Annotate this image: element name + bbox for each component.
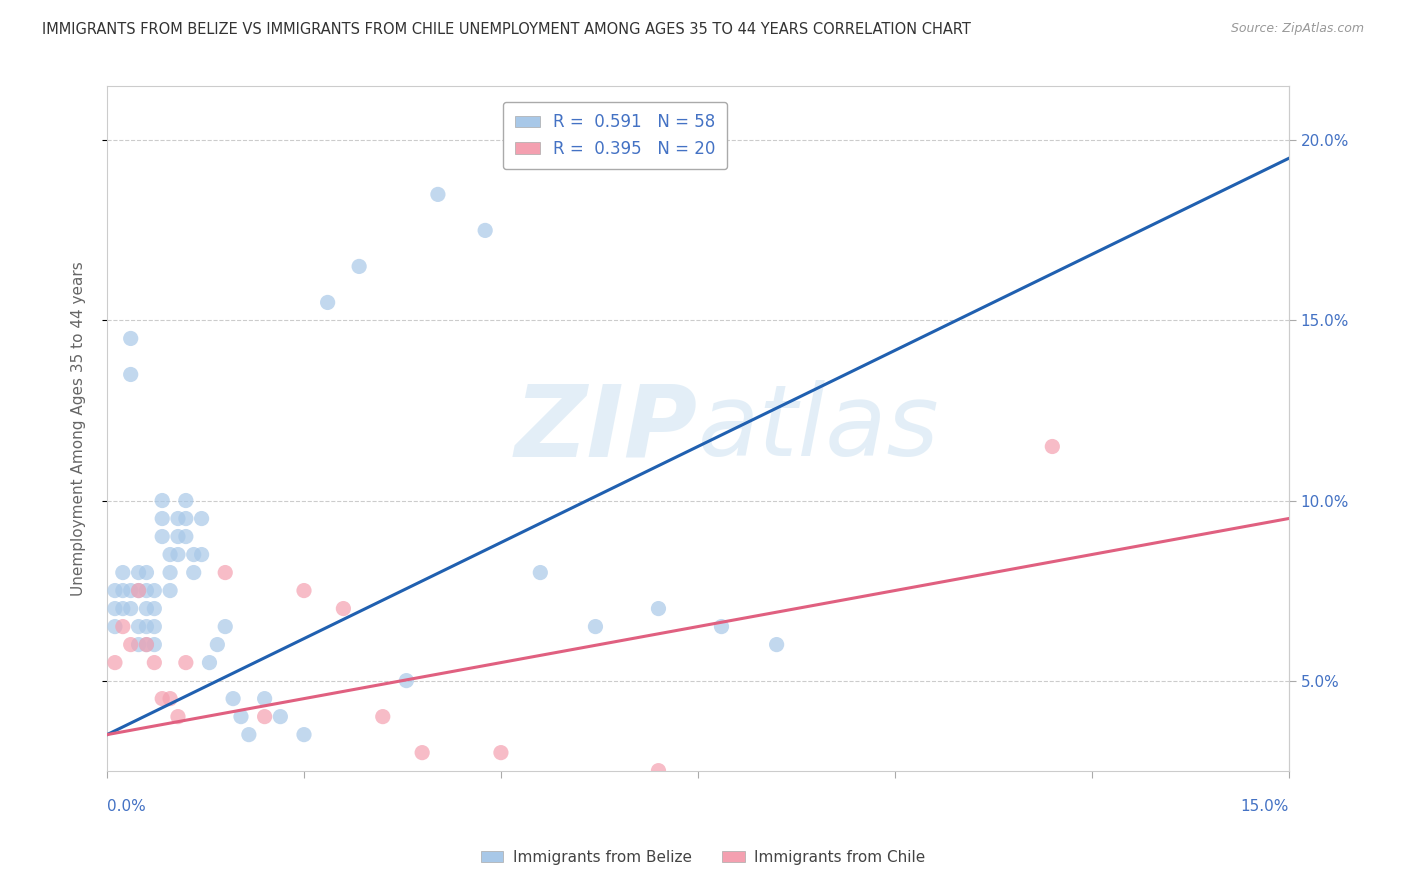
Point (585, 619, 607, 633)
Point (190, 511, 212, 525)
Point (426, 187, 449, 202)
Point (190, 548, 212, 562)
Point (150, 493, 173, 508)
Point (128, 638, 150, 652)
Point (765, 638, 787, 652)
Point (474, 223, 496, 237)
Point (647, 764, 669, 778)
Point (120, 331, 142, 345)
Point (253, 691, 276, 706)
Point (135, 619, 157, 633)
Legend: R =  0.591   N = 58, R =  0.395   N = 20: R = 0.591 N = 58, R = 0.395 N = 20 (503, 102, 727, 169)
Point (647, 601, 669, 615)
Point (150, 530, 173, 544)
Point (253, 709, 276, 723)
Point (104, 619, 127, 633)
Point (395, 673, 418, 688)
Text: Source: ZipAtlas.com: Source: ZipAtlas.com (1230, 22, 1364, 36)
Point (104, 656, 127, 670)
Point (1040, 440, 1063, 454)
Point (143, 583, 166, 598)
Point (111, 619, 134, 633)
Point (128, 583, 150, 598)
Legend: Immigrants from Belize, Immigrants from Chile: Immigrants from Belize, Immigrants from … (474, 844, 932, 871)
Point (214, 566, 236, 580)
Point (104, 601, 127, 615)
Point (143, 619, 166, 633)
Point (292, 728, 315, 742)
Point (135, 566, 157, 580)
Point (183, 548, 205, 562)
Text: atlas: atlas (697, 380, 939, 477)
Point (174, 656, 197, 670)
Point (371, 709, 394, 723)
Point (167, 511, 190, 525)
Point (135, 583, 157, 598)
Text: ZIP: ZIP (515, 380, 697, 477)
Point (128, 583, 150, 598)
Point (120, 368, 142, 382)
Point (316, 295, 339, 310)
Point (128, 619, 150, 633)
Point (159, 583, 181, 598)
Point (135, 601, 157, 615)
Point (167, 548, 190, 562)
Point (150, 691, 173, 706)
Point (143, 601, 166, 615)
Point (159, 566, 181, 580)
Point (489, 746, 512, 760)
Point (411, 746, 433, 760)
Point (135, 638, 157, 652)
Point (111, 601, 134, 615)
Point (183, 566, 205, 580)
Point (120, 583, 142, 598)
Point (207, 638, 229, 652)
Point (135, 638, 157, 652)
Y-axis label: Unemployment Among Ages 35 to 44 years: Unemployment Among Ages 35 to 44 years (72, 261, 86, 596)
Point (111, 583, 134, 598)
Point (529, 566, 551, 580)
Point (292, 583, 315, 598)
Point (238, 728, 260, 742)
Text: IMMIGRANTS FROM BELIZE VS IMMIGRANTS FROM CHILE UNEMPLOYMENT AMONG AGES 35 TO 44: IMMIGRANTS FROM BELIZE VS IMMIGRANTS FRO… (42, 22, 972, 37)
Point (214, 619, 236, 633)
Point (104, 583, 127, 598)
Point (150, 511, 173, 525)
Point (198, 656, 221, 670)
Point (229, 709, 252, 723)
Point (332, 601, 354, 615)
Point (159, 548, 181, 562)
Point (120, 638, 142, 652)
Point (347, 260, 370, 274)
Point (159, 691, 181, 706)
Point (128, 566, 150, 580)
Text: 15.0%: 15.0% (1240, 799, 1289, 814)
Point (174, 511, 197, 525)
Point (167, 530, 190, 544)
Point (143, 656, 166, 670)
Point (111, 566, 134, 580)
Point (222, 691, 245, 706)
Point (143, 638, 166, 652)
Text: 0.0%: 0.0% (107, 799, 146, 814)
Point (269, 709, 291, 723)
Point (167, 709, 190, 723)
Point (710, 619, 733, 633)
Point (568, 781, 591, 796)
Point (174, 530, 197, 544)
Point (120, 601, 142, 615)
Point (174, 493, 197, 508)
